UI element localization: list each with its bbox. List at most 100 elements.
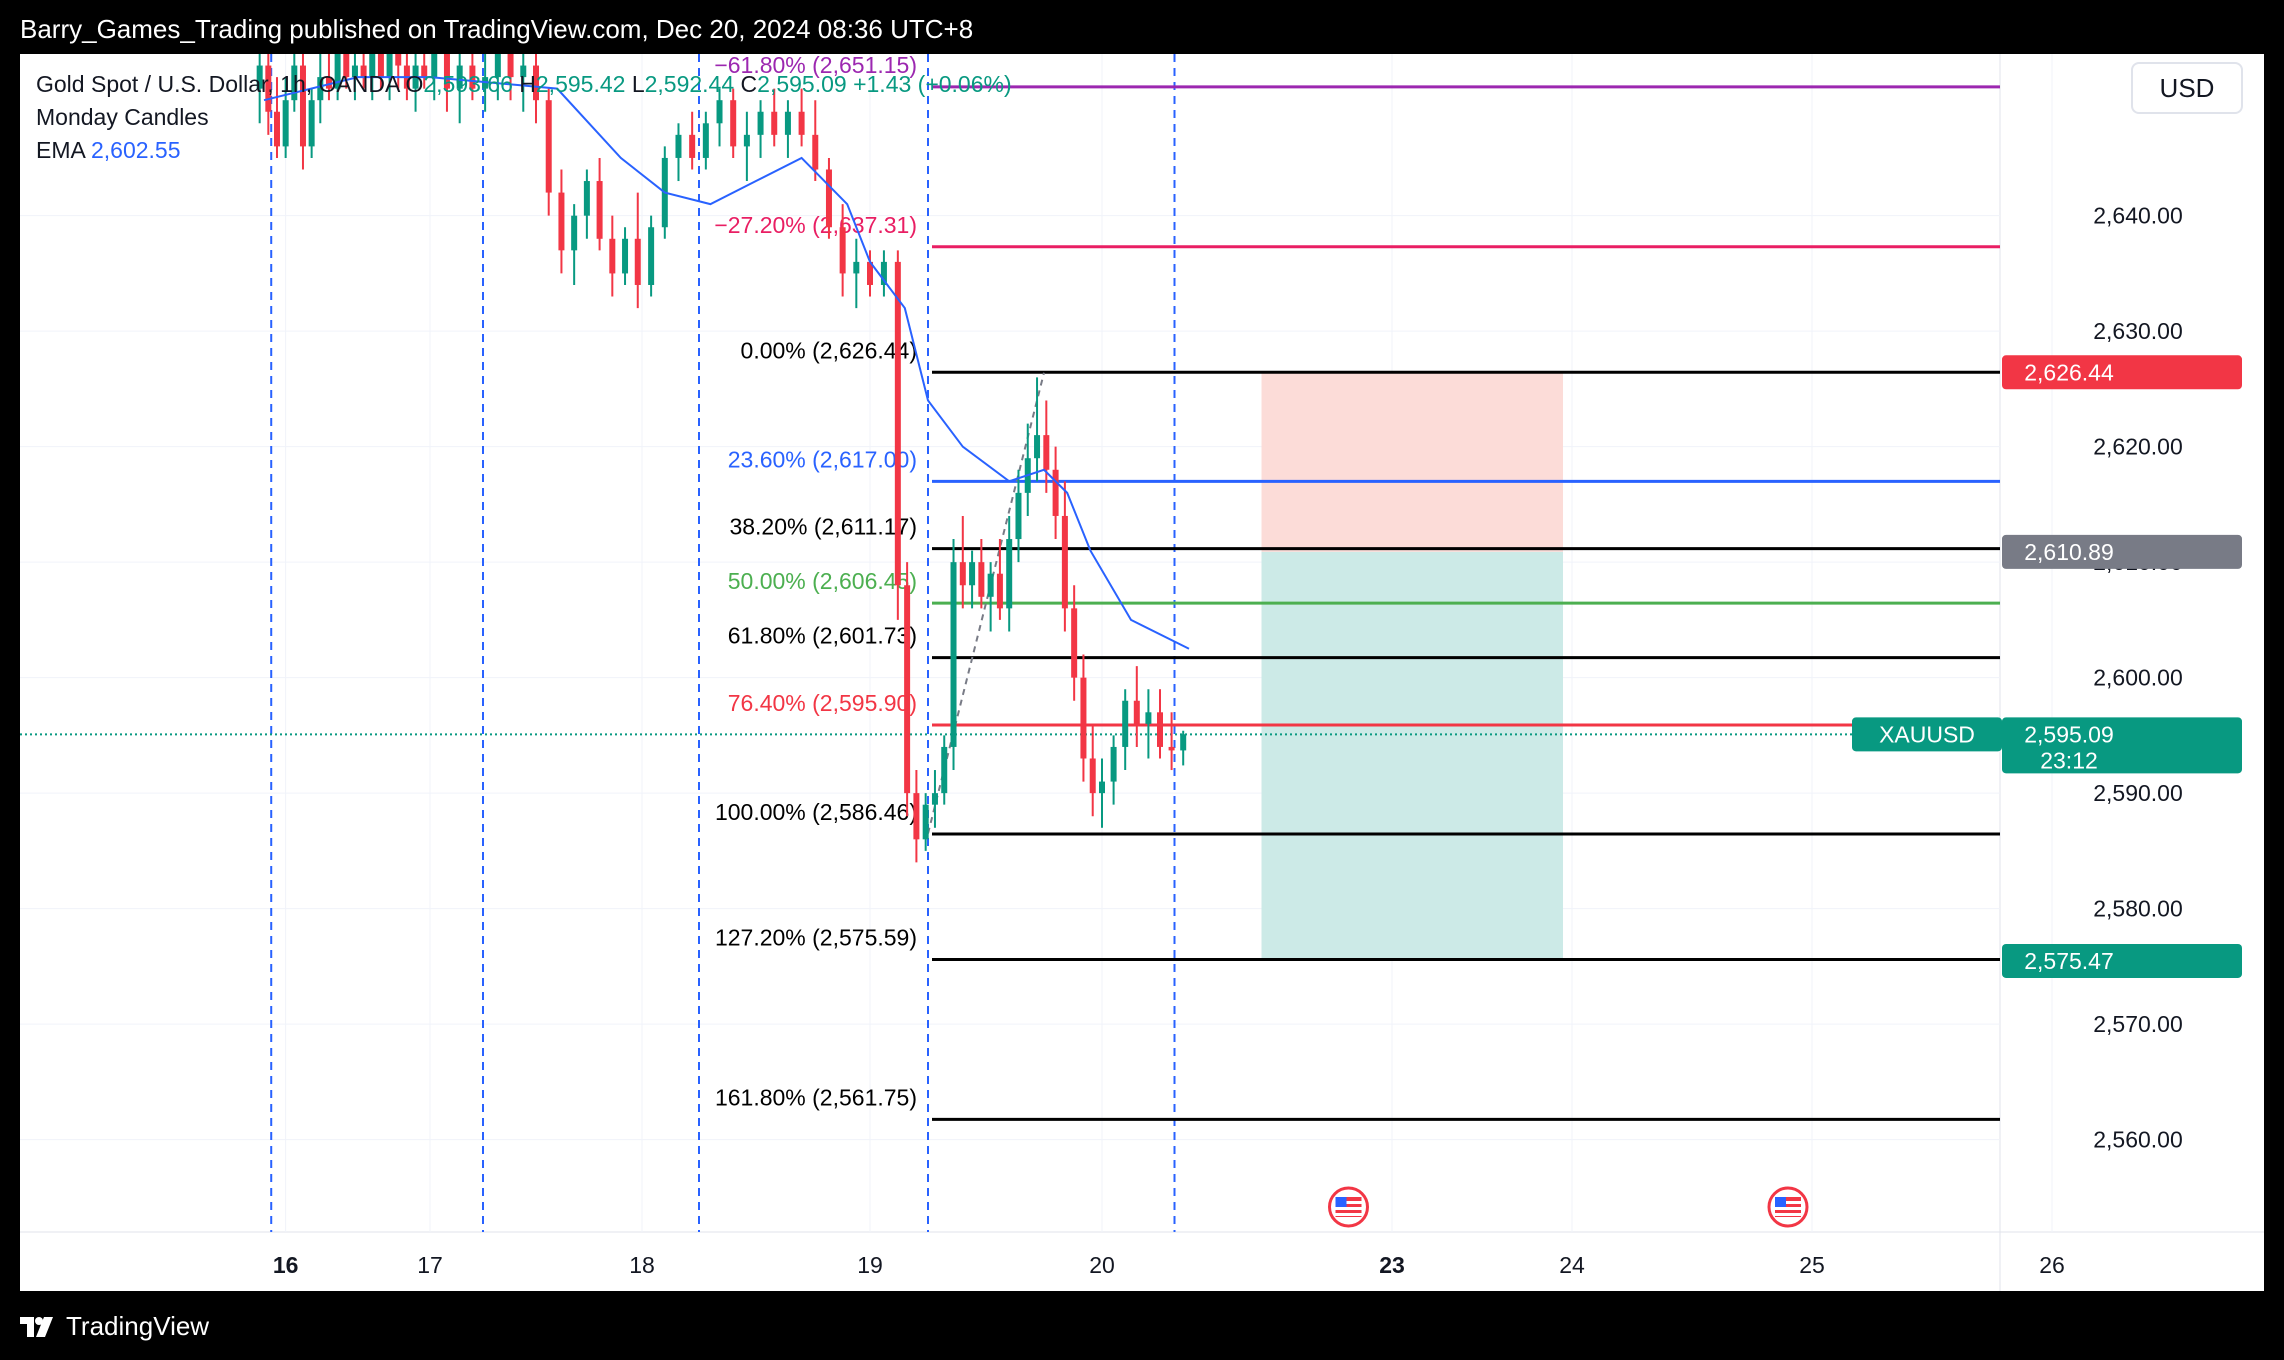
candle-body — [507, 54, 514, 78]
candle-body — [716, 100, 723, 124]
ema-line — [263, 76, 1190, 650]
last-price-label: 23:12 — [2040, 747, 2098, 773]
fib-trend-line — [927, 372, 1045, 834]
legend-o-label: O — [405, 71, 424, 97]
candle-body — [265, 65, 272, 112]
us-flag-icon — [1335, 1213, 1362, 1216]
candle-body — [421, 65, 428, 78]
candle-body — [771, 111, 778, 135]
candle-body — [634, 238, 641, 285]
candle-body — [299, 65, 306, 147]
candle-body — [351, 65, 358, 78]
x-tick-label: 19 — [857, 1252, 883, 1278]
candle-body — [622, 238, 629, 274]
price-axis-label-bg — [2002, 534, 2242, 569]
last-price-label: 2,595.09 — [2024, 721, 2114, 747]
fib-level-label: 161.80% (2,561.75) — [715, 1084, 917, 1110]
candle-body — [839, 227, 846, 274]
tradingview-logo[interactable]: TradingView — [20, 1311, 209, 1342]
currency-button[interactable]: USD — [2131, 62, 2243, 114]
legend-c-value: 2,595.09 — [757, 71, 847, 97]
bottom-bar: TradingView — [0, 1291, 2284, 1360]
candle-body — [456, 65, 463, 89]
candle-body — [880, 261, 887, 285]
candle-body — [282, 100, 289, 147]
us-flag-icon — [1335, 1201, 1362, 1204]
candle-body — [913, 793, 920, 840]
candle-body — [545, 100, 552, 193]
candle-body — [1061, 515, 1068, 609]
us-flag-icon — [1335, 1207, 1362, 1210]
legend-o-value: 2,593.66 — [423, 71, 513, 97]
last-price-label-bg — [2002, 717, 2242, 774]
candle-body — [609, 238, 616, 274]
candle-body — [1099, 781, 1105, 794]
us-flag-icon — [1775, 1213, 1801, 1216]
legend-ema-value: 2,602.55 — [90, 137, 181, 163]
x-tick-label: 18 — [629, 1252, 655, 1278]
candle-body — [256, 65, 263, 89]
candle-body — [757, 111, 764, 135]
candle-body — [931, 793, 938, 805]
legend-l-value: 2,592.44 — [644, 71, 735, 97]
us-flag-icon — [1775, 1201, 1801, 1204]
candle-body — [987, 573, 994, 597]
us-flag-icon — [1775, 1207, 1801, 1210]
us-flag-icon — [1775, 1197, 1786, 1207]
chart-legend: Gold Spot / U.S. Dollar, 1h, OANDA O2,59… — [36, 68, 1012, 167]
x-tick-label: 24 — [1559, 1252, 1585, 1278]
publisher-line: Barry_Games_Trading published on Trading… — [20, 14, 974, 44]
candle-body — [812, 134, 819, 170]
candle-body — [360, 65, 367, 78]
candle-body — [308, 100, 315, 147]
candle-body — [369, 54, 376, 78]
candle-body — [1080, 677, 1087, 759]
candle-body — [1145, 712, 1152, 724]
fib-level-label: 127.20% (2,575.59) — [715, 925, 917, 951]
candle-body — [291, 65, 298, 101]
price-axis-label-bg — [2002, 355, 2242, 390]
x-tick-label: 17 — [417, 1252, 443, 1278]
fib-level-label: −27.20% (2,637.31) — [714, 212, 917, 238]
stop-loss-zone — [1261, 372, 1563, 552]
x-tick-label: 20 — [1089, 1252, 1115, 1278]
legend-indicator-ema[interactable]: EMA 2,602.55 — [36, 134, 1012, 167]
candle-body — [431, 54, 438, 78]
symbol-tag-bg — [1852, 717, 2002, 752]
candle-body — [377, 54, 384, 78]
chart-frame[interactable]: 2,560.00 2,570.00 2,580.00 2,590.00 2,600.00… — [20, 54, 2264, 1291]
candle-body — [1034, 435, 1041, 459]
y-tick-label: 2,630.00 — [2093, 318, 2183, 344]
candle-body — [273, 111, 280, 147]
chart-canvas[interactable]: 2,560.00 2,570.00 2,580.00 2,590.00 2,600.00… — [20, 54, 2264, 1291]
y-tick-label: 2,570.00 — [2093, 1011, 2183, 1037]
fib-level-label: 23.60% (2,617.00) — [728, 446, 917, 472]
legend-indicator-monday[interactable]: Monday Candles — [36, 104, 209, 130]
candle-body — [571, 215, 578, 251]
x-tick-label: 16 — [273, 1252, 299, 1278]
candle-body — [825, 169, 832, 228]
candle-body — [904, 585, 911, 794]
legend-c-label: C — [740, 71, 758, 97]
legend-symbol[interactable]: Gold Spot / U.S. Dollar, 1h, OANDA — [36, 71, 400, 97]
fib-level-label: 76.40% (2,595.90) — [728, 690, 917, 716]
legend-h-value: 2,595.42 — [535, 71, 626, 97]
candle-body — [1043, 435, 1050, 470]
candle-body — [1168, 746, 1175, 751]
top-bar: Barry_Games_Trading published on Trading… — [0, 0, 2284, 54]
legend-change: +1.43 (+0.06%) — [853, 71, 1012, 97]
candle-body — [648, 227, 655, 285]
candle-body — [675, 134, 682, 158]
candle-body — [978, 562, 985, 597]
legend-l-label: L — [631, 71, 645, 97]
legend-ema-label: EMA — [36, 137, 85, 163]
candle-body — [443, 54, 450, 89]
candle-body — [334, 54, 341, 89]
candle-body — [969, 562, 976, 586]
candle-body — [1110, 746, 1117, 782]
fib-level-label: −61.80% (2,651.15) — [714, 54, 917, 78]
candle-body — [996, 573, 1003, 609]
candle-body — [853, 261, 860, 274]
us-flag-icon — [1335, 1197, 1347, 1207]
fib-level-label: 61.80% (2,601.73) — [728, 623, 917, 649]
